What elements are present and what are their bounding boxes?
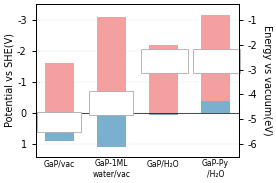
Bar [97,113,126,147]
Bar [149,113,178,115]
Y-axis label: Potential vs SHE(V): Potential vs SHE(V) [4,33,14,127]
Bar [97,17,126,113]
Bar [201,101,230,113]
Y-axis label: Energy vs vacuum(eV): Energy vs vacuum(eV) [262,25,272,136]
Bar [45,63,74,113]
FancyBboxPatch shape [193,49,240,73]
Bar [201,15,230,113]
FancyBboxPatch shape [89,91,133,115]
FancyBboxPatch shape [142,49,188,73]
FancyBboxPatch shape [38,111,81,132]
Bar [45,113,74,141]
Bar [149,45,178,113]
